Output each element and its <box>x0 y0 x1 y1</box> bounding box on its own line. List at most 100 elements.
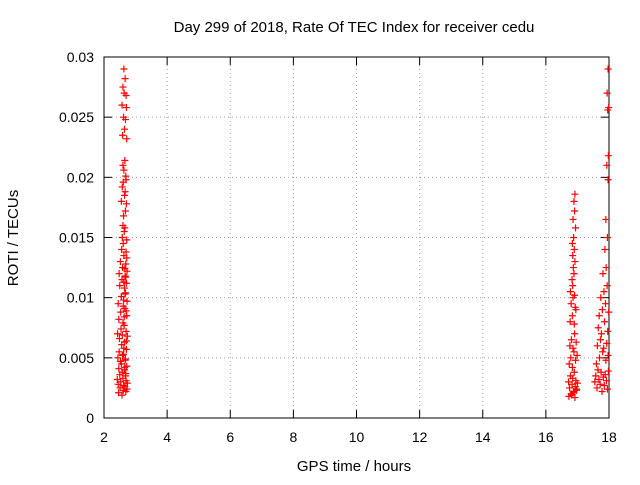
data-point <box>119 351 127 359</box>
data-point <box>121 272 129 280</box>
x-tick-label: 12 <box>412 429 428 445</box>
data-point <box>572 386 580 394</box>
data-point <box>121 355 129 363</box>
y-axis-label: ROTI / TECUs <box>5 190 22 286</box>
data-point <box>603 385 611 393</box>
data-point <box>117 325 125 333</box>
data-point <box>568 276 576 284</box>
data-point <box>601 318 609 326</box>
data-point <box>123 135 131 143</box>
data-point <box>118 246 126 254</box>
data-point <box>121 338 129 346</box>
data-point <box>569 264 577 272</box>
points-layer <box>113 65 613 402</box>
data-point <box>568 363 576 371</box>
data-point <box>602 356 610 364</box>
data-point <box>568 312 576 320</box>
data-point <box>604 176 612 184</box>
data-point <box>595 312 603 320</box>
data-point <box>573 351 581 359</box>
y-tick-label: 0.03 <box>67 49 94 65</box>
data-point <box>571 291 579 299</box>
data-point <box>571 207 579 215</box>
y-tick-label: 0 <box>86 410 94 426</box>
x-tick-label: 4 <box>163 429 171 445</box>
y-tick-label: 0.01 <box>67 290 94 306</box>
data-point <box>114 354 122 362</box>
data-point <box>119 131 127 139</box>
data-point <box>599 348 607 356</box>
data-point <box>117 308 125 316</box>
data-point <box>603 282 611 290</box>
data-point <box>121 284 129 292</box>
data-point <box>570 270 578 278</box>
data-point <box>572 224 580 232</box>
data-point <box>596 354 604 362</box>
x-tick-label: 2 <box>100 429 108 445</box>
data-point <box>571 394 579 402</box>
x-tick-label: 18 <box>601 429 617 445</box>
data-point <box>123 254 131 262</box>
data-point <box>120 296 128 304</box>
x-tick-label: 10 <box>349 429 365 445</box>
data-point <box>602 264 610 272</box>
data-point <box>114 300 122 308</box>
data-point <box>569 215 577 223</box>
data-point <box>605 308 613 316</box>
data-point <box>604 367 612 375</box>
data-point <box>121 290 129 298</box>
data-point <box>568 240 576 248</box>
data-point <box>119 319 127 327</box>
data-point <box>597 294 605 302</box>
data-point <box>114 330 122 338</box>
data-point <box>569 344 577 352</box>
data-point <box>603 161 611 169</box>
data-point <box>121 363 129 371</box>
data-point <box>115 365 123 373</box>
data-point <box>592 372 600 380</box>
data-point <box>570 197 578 205</box>
data-point <box>122 307 130 315</box>
data-point <box>602 215 610 223</box>
data-point <box>121 265 129 273</box>
data-point <box>123 385 131 393</box>
data-point <box>116 357 124 365</box>
data-point <box>598 306 606 314</box>
data-point <box>121 207 129 215</box>
data-point <box>121 125 129 133</box>
data-point <box>573 379 581 387</box>
data-point <box>120 166 128 174</box>
data-point <box>600 288 608 296</box>
data-point <box>602 377 610 385</box>
x-tick-label: 16 <box>538 429 554 445</box>
data-point <box>122 92 130 100</box>
data-point <box>122 200 130 208</box>
data-point <box>117 197 125 205</box>
data-point <box>566 288 574 296</box>
data-point <box>571 303 579 311</box>
data-point <box>121 188 129 196</box>
y-tick-label: 0.005 <box>59 350 94 366</box>
x-tick-label: 14 <box>475 429 491 445</box>
data-point <box>119 161 127 169</box>
data-point <box>601 246 609 254</box>
data-point <box>594 324 602 332</box>
data-point <box>570 348 578 356</box>
data-point <box>565 360 573 368</box>
data-point <box>118 101 126 109</box>
data-point <box>571 330 579 338</box>
data-point <box>120 227 128 235</box>
data-point <box>115 270 123 278</box>
data-point <box>604 351 612 359</box>
data-point <box>600 382 608 390</box>
data-point <box>122 176 130 184</box>
data-point <box>123 297 131 305</box>
data-point <box>567 300 575 308</box>
data-point <box>595 375 603 383</box>
x-tick-label: 8 <box>289 429 297 445</box>
data-point <box>120 278 128 286</box>
data-point <box>120 350 128 358</box>
data-point <box>120 212 128 220</box>
